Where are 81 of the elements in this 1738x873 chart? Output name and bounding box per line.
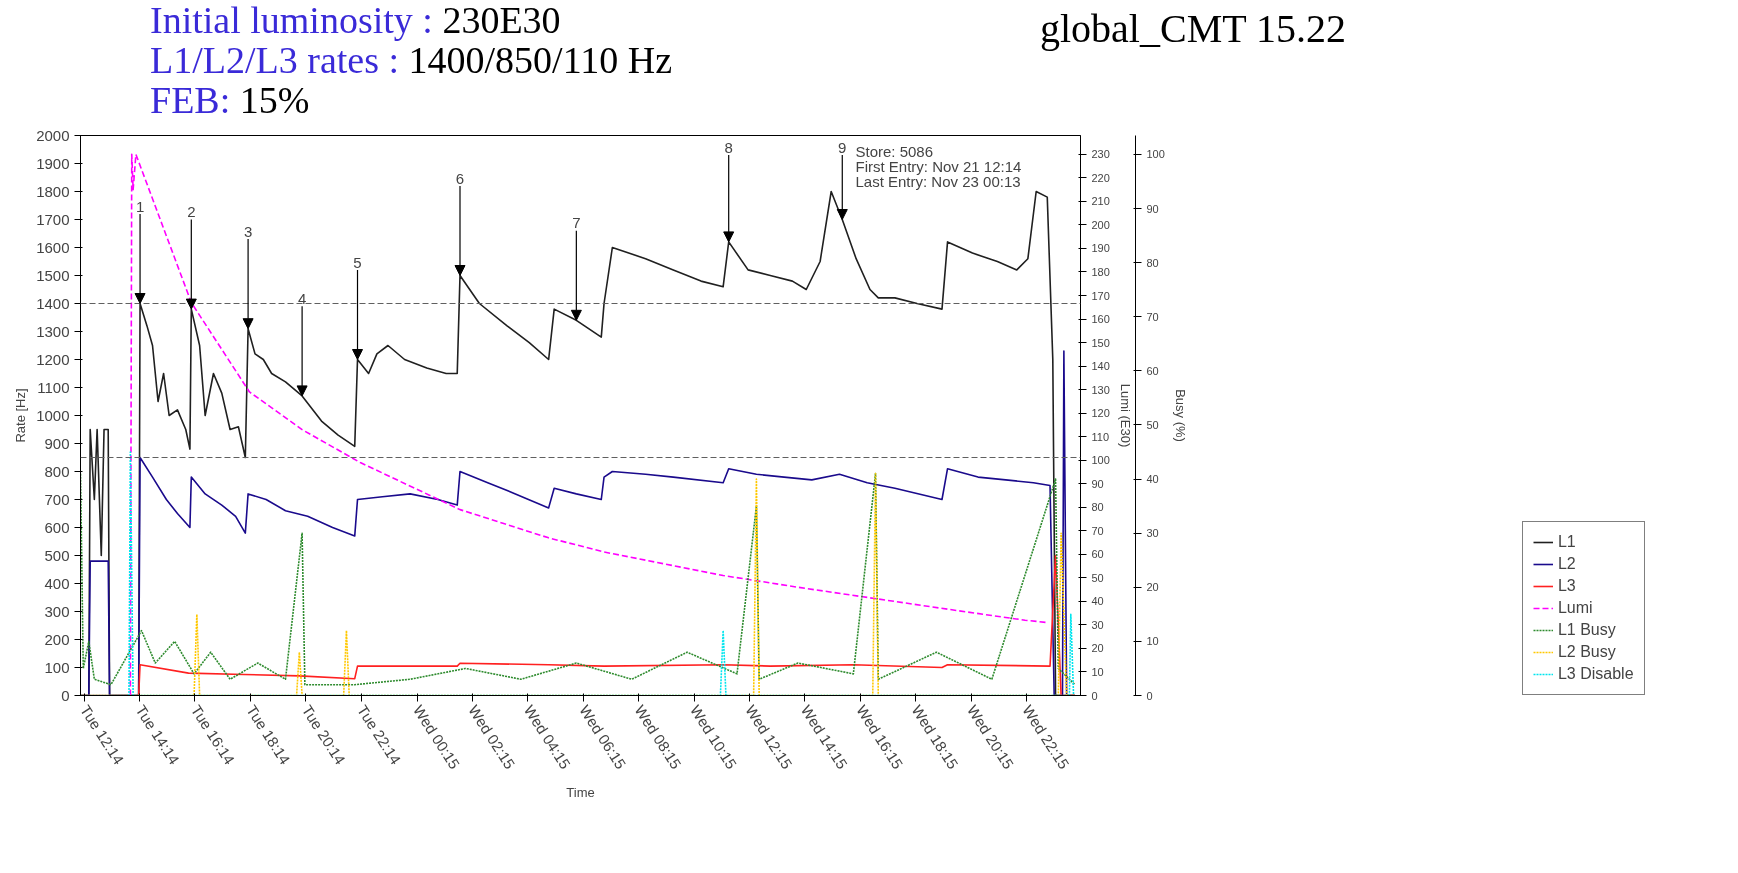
annotation: 9 bbox=[838, 138, 847, 156]
y3-tick-label: 70 bbox=[1146, 310, 1159, 323]
y-tick-label: 1200 bbox=[36, 350, 70, 368]
y-tick-label: 900 bbox=[44, 434, 70, 452]
y3-tick-label: 0 bbox=[1146, 689, 1153, 702]
y-tick-label: 1300 bbox=[36, 322, 70, 340]
y3-tick-label: 30 bbox=[1146, 527, 1159, 540]
legend-label: L2 Busy bbox=[1557, 643, 1616, 661]
y-tick-label: 700 bbox=[44, 490, 70, 508]
annotation: 7 bbox=[572, 214, 581, 232]
y-tick-label: 600 bbox=[44, 518, 70, 536]
y-tick-label: 800 bbox=[44, 462, 70, 480]
y2-tick-label: 30 bbox=[1091, 618, 1104, 631]
y-tick-label: 1400 bbox=[36, 294, 70, 312]
annotation: 1 bbox=[135, 197, 145, 215]
y3-tick-label: 20 bbox=[1146, 581, 1159, 594]
text: global_CMT 15.22 bbox=[1040, 5, 1346, 53]
legend-label: L1 Busy bbox=[1557, 621, 1616, 639]
y-tick-label: 100 bbox=[44, 658, 70, 676]
y-tick-label: 2000 bbox=[36, 126, 70, 144]
y2-tick-label: 220 bbox=[1091, 171, 1110, 184]
y3-tick-label: 50 bbox=[1146, 418, 1159, 431]
y2-tick-label: 120 bbox=[1091, 407, 1110, 420]
text: Initial luminosity : 230E30 bbox=[150, 0, 561, 41]
y-tick-label: 0 bbox=[61, 686, 70, 704]
legend-label: Lumi bbox=[1557, 599, 1593, 617]
y3-tick-label: 10 bbox=[1146, 635, 1159, 648]
y2-tick-label: 110 bbox=[1091, 430, 1110, 443]
text: FEB: 15% bbox=[150, 79, 310, 121]
y-tick-label: 1600 bbox=[36, 238, 70, 256]
y-tick-label: 500 bbox=[44, 546, 70, 564]
y3-tick-label: 40 bbox=[1146, 473, 1159, 486]
y3-axis-title: Busy (%) bbox=[1172, 389, 1188, 442]
y2-tick-label: 50 bbox=[1091, 571, 1104, 584]
y-tick-label: 400 bbox=[44, 574, 70, 592]
legend-label: L3 Disable bbox=[1557, 665, 1634, 683]
y-tick-label: 1000 bbox=[36, 406, 70, 424]
y-tick-label: 1900 bbox=[36, 154, 70, 172]
y2-tick-label: 170 bbox=[1091, 289, 1110, 302]
annotation: Store: 5086 bbox=[855, 142, 934, 160]
annotation: 5 bbox=[353, 253, 362, 271]
annotation: 4 bbox=[297, 290, 307, 308]
legend-label: L2 bbox=[1557, 555, 1577, 573]
y2-tick-label: 140 bbox=[1091, 360, 1110, 373]
y-axis-title: Rate [Hz] bbox=[13, 388, 29, 443]
annotation: 6 bbox=[455, 169, 465, 187]
y-tick-label: 300 bbox=[44, 602, 70, 620]
legend-label: L1 bbox=[1557, 533, 1577, 551]
y2-tick-label: 10 bbox=[1091, 665, 1104, 678]
y3-tick-label: 90 bbox=[1146, 202, 1159, 215]
y2-tick-label: 150 bbox=[1091, 336, 1110, 349]
annotation: First Entry: Nov 21 12:14 bbox=[855, 157, 1022, 175]
y3-tick-label: 100 bbox=[1146, 148, 1165, 161]
y-tick-label: 1100 bbox=[37, 378, 70, 396]
y2-tick-label: 130 bbox=[1091, 383, 1110, 396]
y2-tick-label: 80 bbox=[1091, 501, 1104, 514]
y2-tick-label: 100 bbox=[1091, 454, 1110, 467]
y2-tick-label: 90 bbox=[1091, 477, 1104, 490]
y2-tick-label: 230 bbox=[1091, 148, 1110, 161]
y-tick-label: 1800 bbox=[36, 182, 70, 200]
y2-tick-label: 0 bbox=[1091, 689, 1098, 702]
y-tick-label: 1500 bbox=[36, 266, 70, 284]
y2-tick-label: 60 bbox=[1091, 548, 1104, 561]
y2-tick-label: 190 bbox=[1091, 242, 1110, 255]
y2-axis-title: Lumi (E30) bbox=[1117, 383, 1133, 448]
y2-tick-label: 180 bbox=[1091, 265, 1110, 278]
annotation: 8 bbox=[724, 138, 733, 156]
x-axis-title: Time bbox=[566, 784, 595, 800]
y2-tick-label: 40 bbox=[1091, 595, 1104, 608]
annotation: 3 bbox=[243, 222, 253, 240]
y2-tick-label: 210 bbox=[1091, 195, 1110, 208]
y2-tick-label: 200 bbox=[1091, 218, 1110, 231]
y2-tick-label: 20 bbox=[1091, 642, 1104, 655]
y3-tick-label: 80 bbox=[1146, 256, 1159, 269]
y-tick-label: 200 bbox=[44, 630, 70, 648]
y-tick-label: 1700 bbox=[36, 210, 70, 228]
y2-tick-label: 70 bbox=[1091, 524, 1104, 537]
y2-tick-label: 160 bbox=[1091, 313, 1110, 326]
y3-tick-label: 60 bbox=[1146, 364, 1159, 377]
legend-label: L3 bbox=[1557, 577, 1577, 595]
annotation: 2 bbox=[187, 203, 196, 221]
